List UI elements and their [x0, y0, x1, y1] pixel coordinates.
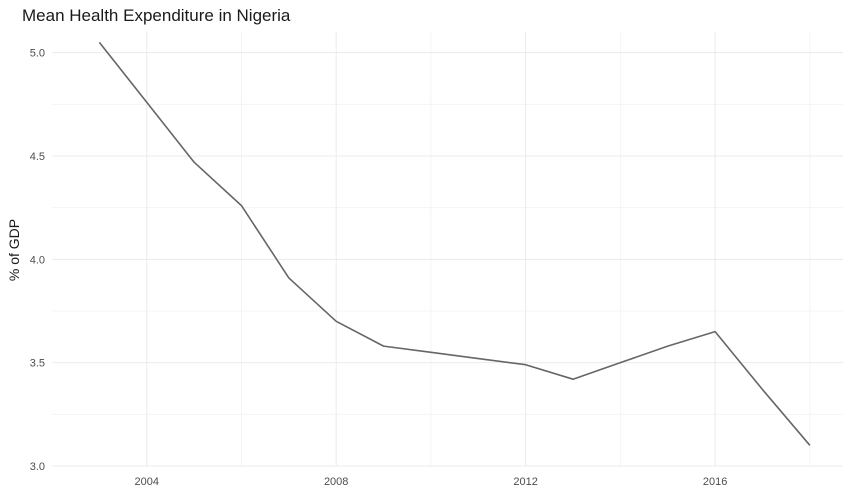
- y-tick-label: 3.0: [30, 461, 45, 473]
- y-tick-label: 4.5: [30, 151, 45, 163]
- chart-title: Mean Health Expenditure in Nigeria: [22, 6, 291, 25]
- y-tick-label: 3.5: [30, 358, 45, 370]
- y-tick-label: 5.0: [30, 48, 45, 60]
- y-tick-label: 4.0: [30, 254, 45, 266]
- x-tick-label: 2012: [513, 476, 537, 488]
- x-tick-label: 2004: [134, 476, 158, 488]
- y-axis-title: % of GDP: [6, 219, 22, 281]
- series-line-0: [98, 41, 811, 446]
- x-tick-label: 2016: [703, 476, 727, 488]
- axis-labels: % of GDP 3.0 3.5 4.0 4.5 5.0 2004 2008 2012 2016: [6, 48, 727, 488]
- series-layer: [98, 41, 811, 446]
- x-tick-label: 2008: [324, 476, 348, 488]
- grid-lines: [52, 32, 843, 467]
